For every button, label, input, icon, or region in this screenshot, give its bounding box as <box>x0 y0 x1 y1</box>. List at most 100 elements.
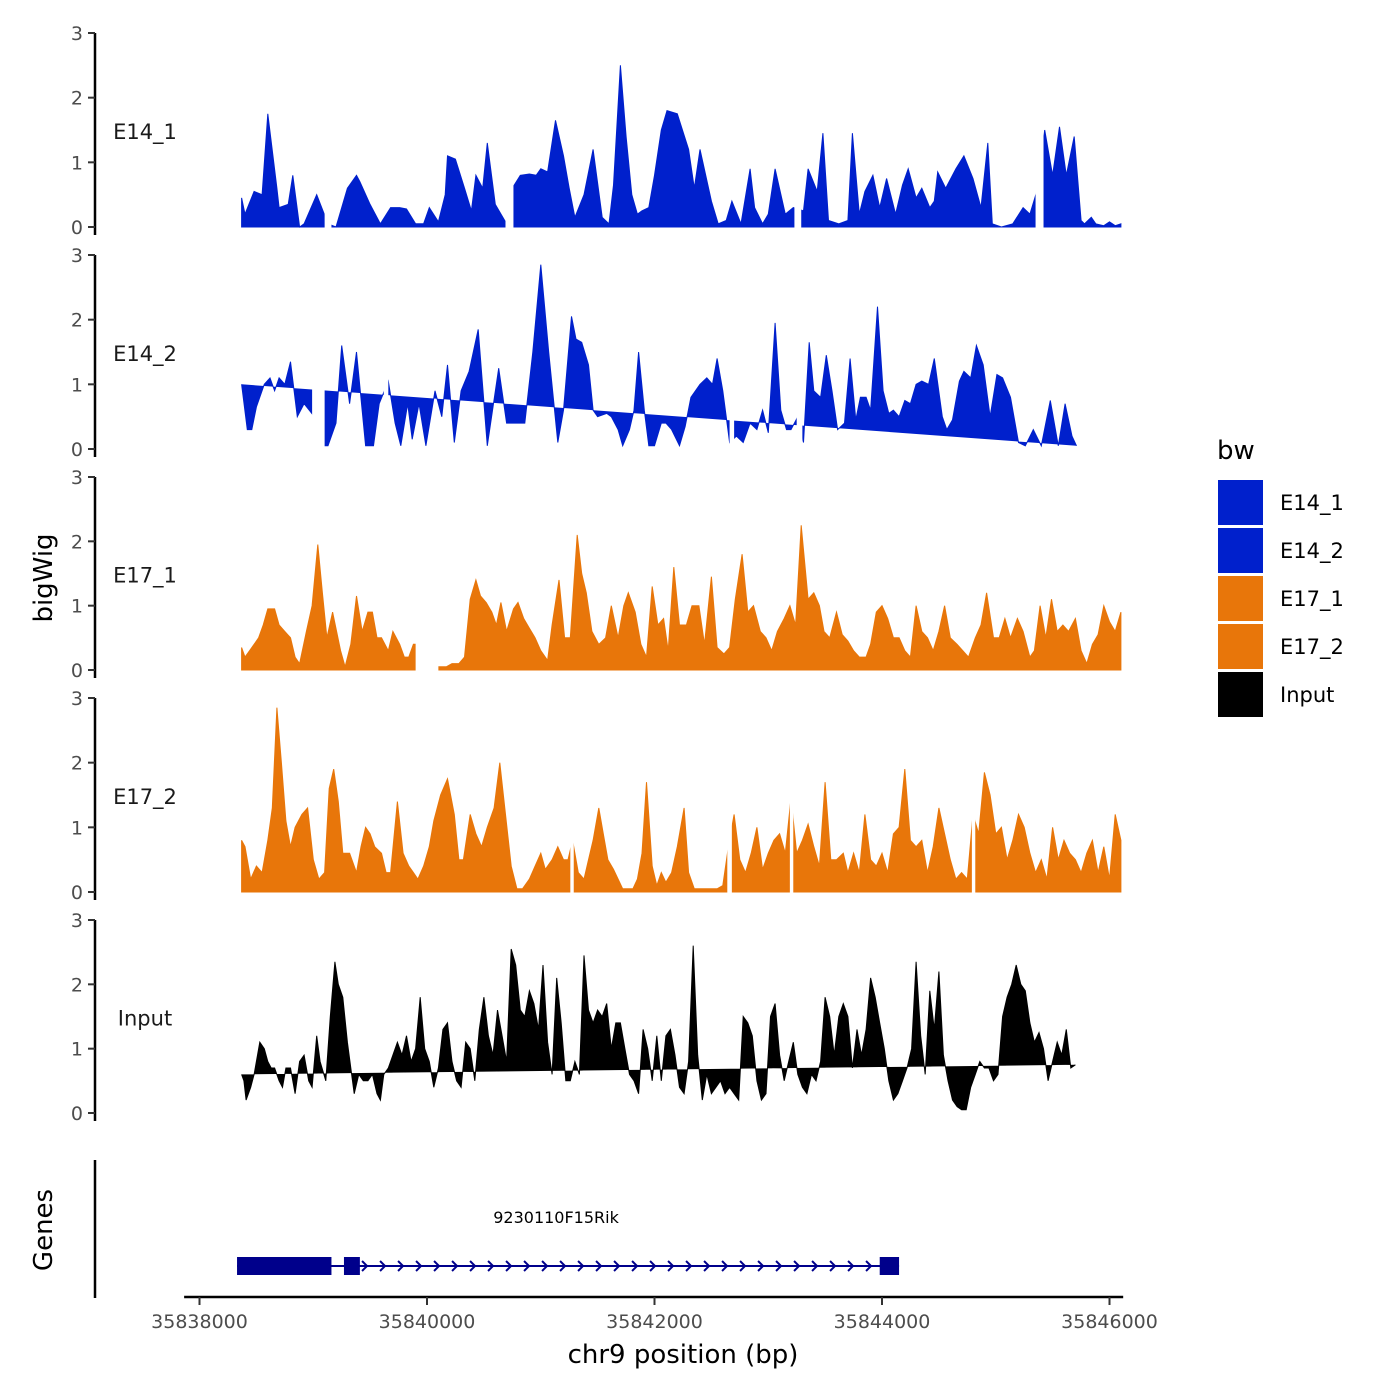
strand-arrow <box>379 1260 387 1272</box>
gene-model: 9230110F15Rik <box>237 1208 900 1275</box>
strand-arrow <box>361 1260 369 1272</box>
signal-area <box>241 65 1122 228</box>
signal-area <box>241 707 1122 893</box>
y-tick-label: 0 <box>71 660 83 682</box>
strand-arrow <box>757 1260 765 1272</box>
x-axis: 35838000 35840000 35842000 35844000 35846000 <box>151 1295 1158 1333</box>
coverage-gap <box>415 472 439 671</box>
y-tick-label: 0 <box>71 217 83 239</box>
coverage-gap <box>1077 250 1085 450</box>
strand-arrow <box>775 1260 783 1272</box>
signal-area <box>241 264 1077 448</box>
strand-arrow <box>523 1260 531 1272</box>
y-tick-label: 1 <box>71 1039 83 1061</box>
coverage-gap <box>1035 28 1044 228</box>
strand-arrow <box>397 1260 405 1272</box>
y-tick-label: 0 <box>71 1103 83 1125</box>
y-tick-label: 3 <box>71 23 83 45</box>
y-tick-label: 0 <box>71 882 83 904</box>
legend-key <box>1218 672 1263 717</box>
y-tick-label: 1 <box>71 596 83 618</box>
gene-exon <box>879 1257 900 1275</box>
x-tick-label: 35842000 <box>606 1311 703 1333</box>
x-tick-label: 35840000 <box>379 1311 476 1333</box>
legend-label: E17_1 <box>1280 587 1344 612</box>
strand-arrow <box>631 1260 639 1272</box>
y-tick-label: 2 <box>71 531 83 553</box>
coverage-gap <box>324 28 332 228</box>
gene-exon <box>343 1257 360 1275</box>
coverage-gap <box>727 693 732 893</box>
genes-layer: 9230110F15Rik <box>93 1160 900 1298</box>
y-tick-label: 0 <box>71 439 83 461</box>
track-label: Input <box>118 1007 172 1031</box>
coverage-gap <box>794 28 802 228</box>
coverage-gap <box>796 250 803 450</box>
strand-arrow <box>829 1260 837 1272</box>
track-e14-1: 0 1 2 3 E14_1 <box>71 23 1122 239</box>
coverage-gap <box>383 250 389 450</box>
legend-label: E17_2 <box>1280 635 1344 660</box>
strand-arrow <box>541 1260 549 1272</box>
coverage-gap <box>312 250 325 450</box>
y-tick-label: 2 <box>71 974 83 996</box>
y-tick-label: 1 <box>71 817 83 839</box>
track-e14-2: 0 1 2 3 E14_2 <box>71 245 1085 461</box>
strand-arrow <box>811 1260 819 1272</box>
strand-arrow <box>667 1260 675 1272</box>
strand-arrow <box>487 1260 495 1272</box>
y-tick-label: 2 <box>71 753 83 775</box>
y-axis-title: bigWig <box>29 533 59 622</box>
strand-arrow <box>649 1260 657 1272</box>
legend: bw E14_1 E14_2 E17_1 E17_2 Input <box>1217 436 1344 717</box>
strand-arrow <box>433 1260 441 1272</box>
strand-arrow <box>595 1260 603 1272</box>
strand-arrow <box>703 1260 711 1272</box>
coverage-gap <box>570 693 574 893</box>
y-tick-label: 2 <box>71 88 83 110</box>
track-label: E17_1 <box>113 564 177 589</box>
track-input: 0 1 2 3 Input <box>71 910 1076 1125</box>
strand-arrow <box>721 1260 729 1272</box>
strand-arrow <box>685 1260 693 1272</box>
coverage-gap <box>789 693 794 893</box>
signal-area <box>241 525 1122 671</box>
strand-arrow <box>739 1260 747 1272</box>
track-label: E17_2 <box>113 785 177 810</box>
track-label: E14_2 <box>113 342 177 367</box>
strand-arrow <box>847 1260 855 1272</box>
y-tick-label: 3 <box>71 245 83 267</box>
legend-key <box>1218 480 1263 525</box>
coverage-gap <box>729 250 735 450</box>
strand-arrow <box>505 1260 513 1272</box>
coverage-gap <box>971 693 976 893</box>
track-label: E14_1 <box>113 120 177 145</box>
strand-arrow <box>559 1260 567 1272</box>
y-tick-label: 2 <box>71 310 83 332</box>
legend-key <box>1218 576 1263 621</box>
y-tick-label: 1 <box>71 374 83 396</box>
legend-key <box>1218 624 1263 669</box>
strand-arrow <box>865 1260 873 1272</box>
track-e17-1: 0 1 2 3 E17_1 <box>71 467 1122 682</box>
y-tick-label: 1 <box>71 152 83 174</box>
legend-key <box>1218 528 1263 573</box>
legend-title: bw <box>1217 436 1255 466</box>
strand-arrow <box>451 1260 459 1272</box>
gene-exon <box>237 1257 332 1275</box>
strand-arrow <box>577 1260 585 1272</box>
gene-name-label: 9230110F15Rik <box>493 1208 619 1227</box>
strand-arrow <box>415 1260 423 1272</box>
y-tick-label: 3 <box>71 688 83 710</box>
signal-area <box>241 945 1076 1111</box>
x-tick-label: 35846000 <box>1061 1311 1158 1333</box>
legend-label: E14_2 <box>1280 539 1344 564</box>
x-tick-label: 35844000 <box>834 1311 931 1333</box>
genes-axis-title: Genes <box>29 1189 59 1271</box>
x-tick-label: 35838000 <box>151 1311 248 1333</box>
y-tick-label: 3 <box>71 910 83 932</box>
coverage-gap <box>505 28 514 228</box>
strand-arrow <box>469 1260 477 1272</box>
legend-label: E14_1 <box>1280 491 1344 516</box>
